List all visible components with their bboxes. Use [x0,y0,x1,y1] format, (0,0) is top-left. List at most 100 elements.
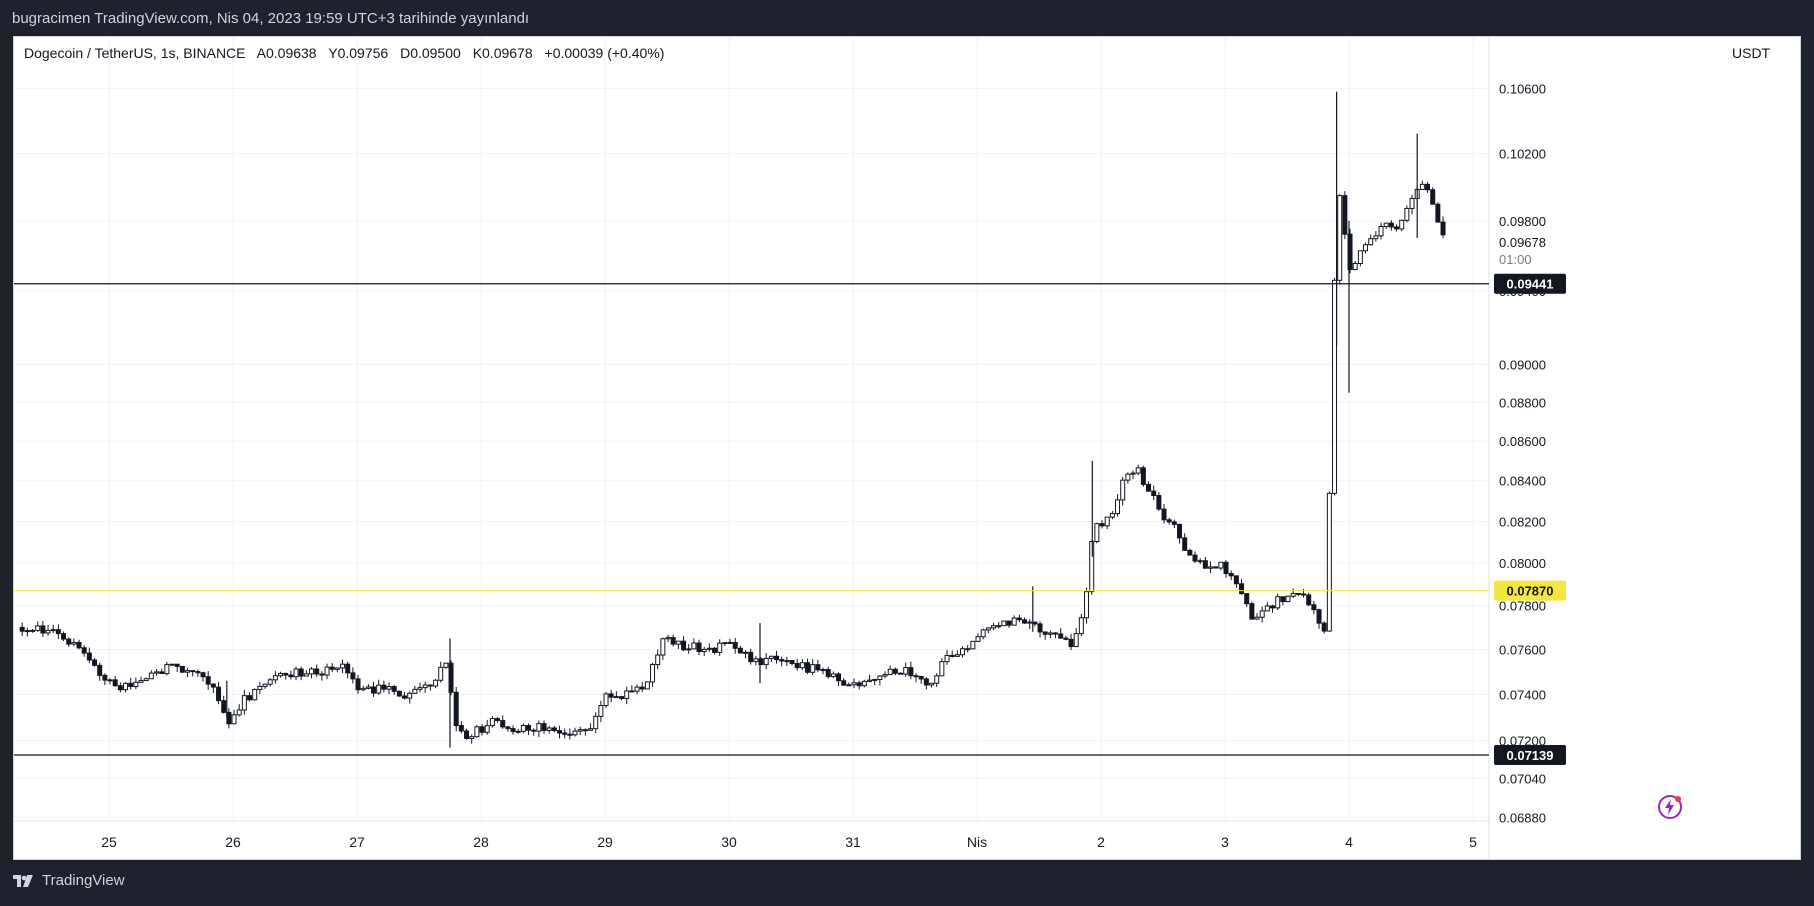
candle-up [644,681,650,690]
candle-up [376,684,382,694]
price-tick-label: 0.07200 [1499,734,1546,749]
candle-up [267,679,273,685]
candle-down [696,642,702,653]
candle-down [619,696,625,700]
candle-up [991,625,997,629]
candle-down [298,668,304,677]
candle-up [252,689,258,701]
time-tick-label: 3 [1221,834,1229,850]
lightning-icon[interactable] [1657,794,1683,820]
candle-down [892,668,898,674]
candle-up [1011,617,1017,626]
candle-up [1254,616,1260,620]
candle-up [278,672,284,677]
candle-down [1042,631,1048,635]
candle-up [107,679,113,682]
candle-down [1099,523,1105,527]
candle-up [484,725,490,733]
candle-up [334,667,340,670]
candle-up [954,654,960,657]
time-tick-label: Nis [967,834,987,850]
candle-down [112,679,118,687]
time-tick-label: 25 [101,834,117,850]
candle-down [510,728,516,733]
candlestick-chart[interactable]: 0.106000.102000.098000.094000.090000.088… [14,37,1800,859]
price-tick-label: 0.07400 [1499,687,1546,702]
candle-up [820,669,826,672]
candle-up [293,668,299,678]
candle-down [608,693,614,698]
candle-down [505,726,511,730]
time-tick-label: 28 [473,834,489,850]
time-tick-label: 31 [845,834,861,850]
chart-pane[interactable]: 0.106000.102000.098000.094000.090000.088… [13,36,1801,860]
candle-up [577,729,583,732]
candle-down [61,633,67,640]
candle-up [706,647,712,650]
candle-down [350,672,356,680]
candle-down [479,726,485,733]
symbol-name: Dogecoin / TetherUS, 1s, BINANCE [24,45,246,61]
candle-down [1295,592,1301,595]
price-tick-label: 0.07600 [1499,642,1546,657]
candle-up [944,654,950,663]
candle-up [489,718,495,727]
candle-down [1177,523,1183,539]
candle-up [1368,238,1374,246]
candle-up [169,663,175,666]
candle-down [1037,623,1043,633]
candle-down [453,691,459,727]
candle-up [996,625,1002,628]
candle-down [949,654,955,657]
candle-down [1058,633,1064,639]
candle-down [319,673,325,676]
candle-down [1249,603,1255,620]
price-tick-label: 0.10200 [1499,146,1546,161]
candle-up [1001,620,1007,627]
time-tick-label: 4 [1345,834,1353,850]
candle-up [45,629,51,634]
candle-up [686,648,692,651]
price-tick-label: 0.08000 [1499,556,1546,571]
candle-down [247,695,253,701]
candle-down [789,660,795,665]
candle-down [200,672,206,678]
candle-up [536,723,542,732]
candle-up [123,682,129,691]
candle-up [613,696,619,699]
price-tick-label: 0.08600 [1499,434,1546,449]
candle-down [174,663,180,667]
candle-down [681,640,687,651]
candle-up [717,642,723,653]
candle-down [102,674,108,681]
candle-up [1383,222,1389,227]
price-tick-label: 0.08200 [1499,514,1546,529]
candle-up [1135,467,1141,474]
candle-up [143,678,149,682]
candle-up [1109,513,1115,518]
candle-down [86,652,92,661]
candle-down [1161,508,1167,521]
candle-down [1280,596,1286,603]
candle-up [960,648,966,656]
candle-up [1290,592,1296,597]
candle-up [887,668,893,676]
candle-up [148,672,154,680]
candle-up [35,625,41,631]
candle-down [1435,203,1441,223]
candle-up [675,640,681,645]
candle-up [340,663,346,669]
currency-label[interactable]: USDT [1732,45,1771,61]
candle-up [722,642,728,645]
candle-down [1187,549,1193,556]
candle-down [1213,566,1219,569]
candle-down [495,718,501,722]
candle-down [117,685,123,691]
candle-down [355,678,361,691]
candle-up [1404,207,1410,221]
candle-down [19,626,25,632]
level-price-label: 0.07139 [1507,748,1554,763]
candle-down [1022,619,1028,624]
candle-down [1321,622,1327,632]
candle-up [846,684,852,687]
